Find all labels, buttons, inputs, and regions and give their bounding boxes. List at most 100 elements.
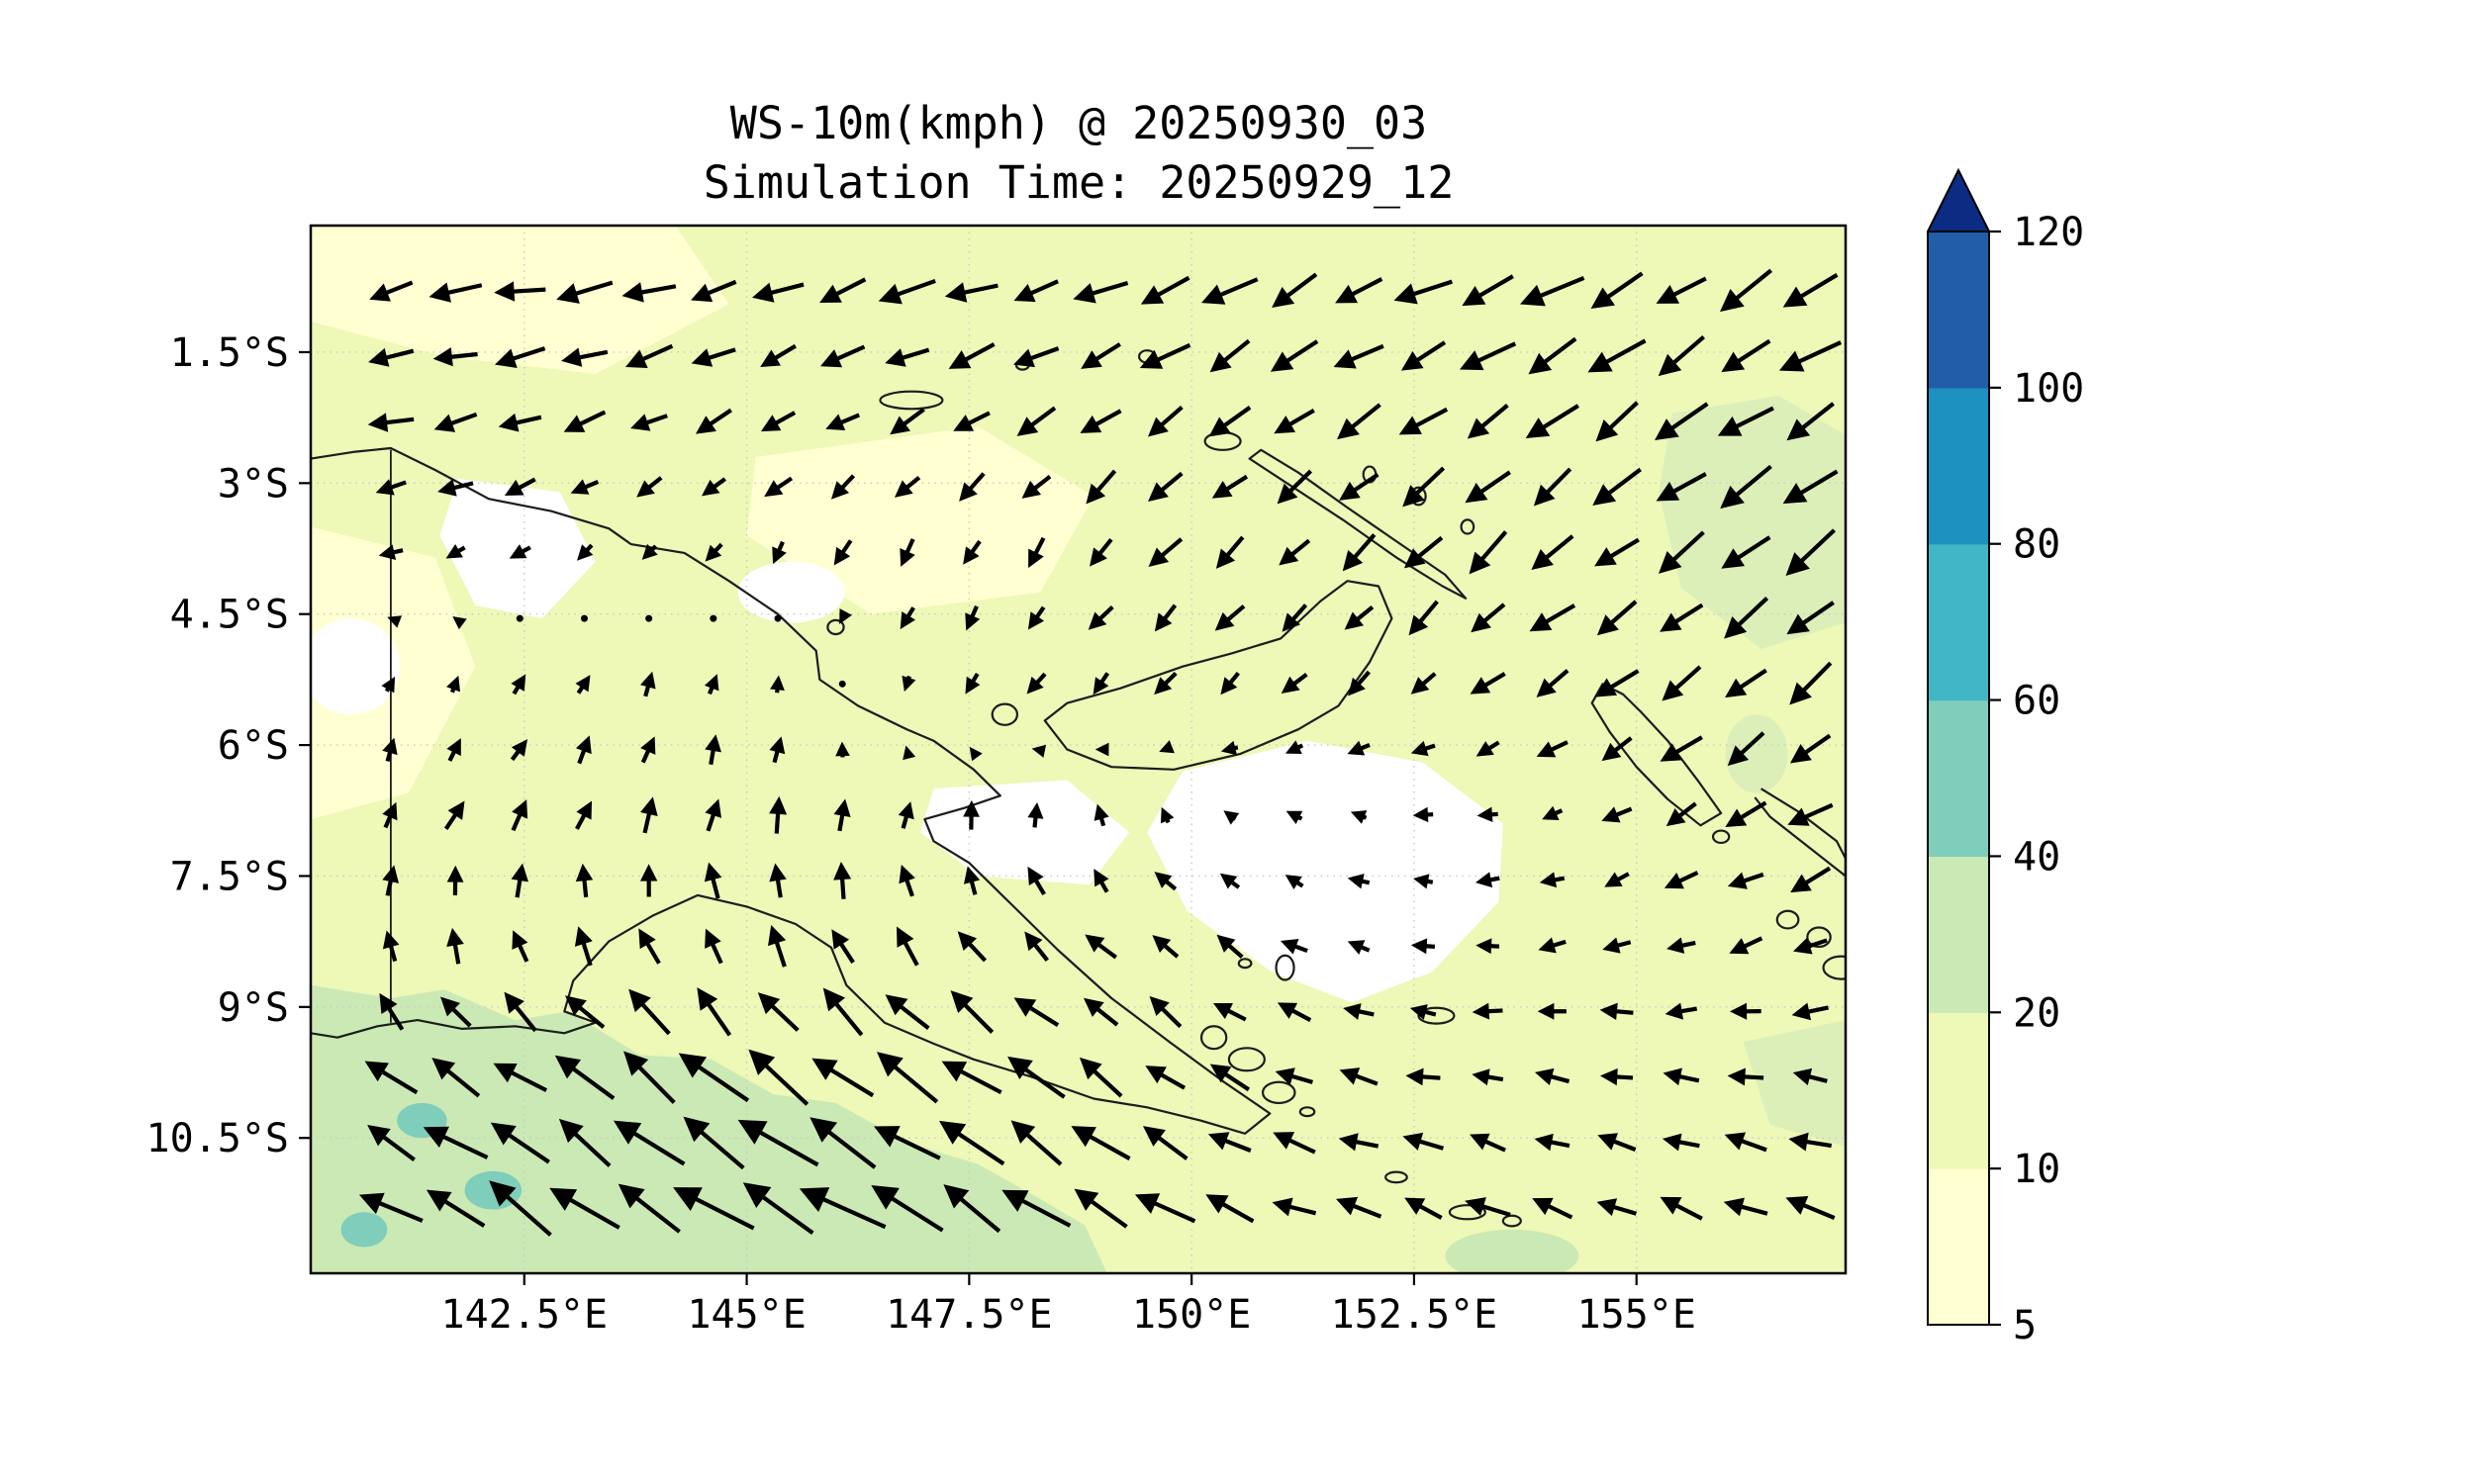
wind-arrow xyxy=(1413,874,1434,889)
map-layer xyxy=(311,226,1846,1273)
wind-arrow xyxy=(563,410,607,432)
x-tick-label: 145°E xyxy=(687,1292,806,1338)
wind-arrow xyxy=(1664,871,1699,889)
wind-arrow xyxy=(1073,281,1129,304)
colorbar-segment xyxy=(1928,699,1989,858)
wind-arrow xyxy=(1536,669,1570,697)
wind-arrow xyxy=(645,614,653,622)
wind-arrow xyxy=(443,800,465,830)
wind-arrow xyxy=(1730,1002,1761,1020)
wind-arrow xyxy=(809,1117,877,1169)
wind-arrow xyxy=(577,543,594,561)
x-tick-label: 155°E xyxy=(1576,1292,1695,1338)
wind-arrow xyxy=(623,1051,676,1104)
wind-arrow xyxy=(1212,1002,1247,1022)
wind-arrow xyxy=(1660,603,1704,632)
wind-arrow xyxy=(833,862,852,899)
x-tick-label: 147.5°E xyxy=(886,1292,1053,1338)
wind-arrow xyxy=(1219,873,1241,889)
wind-arrow xyxy=(565,995,606,1029)
island-umboi xyxy=(991,702,1019,726)
colorbar-outline xyxy=(1927,167,1990,1326)
wind-arrow xyxy=(760,343,797,368)
wind-arrow xyxy=(378,544,404,560)
colorbar-segment xyxy=(1928,1168,1989,1326)
wind-arrow xyxy=(1207,1132,1252,1153)
wind-arrow xyxy=(1085,934,1117,960)
wind-arrow xyxy=(890,408,925,435)
wind-speed-region-light-band-topleft xyxy=(311,226,729,374)
wind-arrow xyxy=(1660,735,1703,762)
wind-arrow xyxy=(1220,740,1239,756)
plot-frame xyxy=(309,224,1848,1275)
wind-arrow xyxy=(1142,1126,1189,1160)
figure-title: WS-10m(kmph) @ 20250930_03 xyxy=(729,97,1428,149)
wind-arrow xyxy=(691,279,737,303)
x-tick-label: 142.5°E xyxy=(441,1292,609,1338)
wind-arrow xyxy=(1215,535,1245,569)
wind-arrow xyxy=(1528,336,1577,375)
wind-arrow xyxy=(1531,534,1574,571)
wind-arrow xyxy=(1787,802,1834,826)
wind-arrow xyxy=(705,542,723,562)
wind-arrow xyxy=(950,990,995,1034)
wind-arrow xyxy=(1782,469,1839,505)
wind-arrow xyxy=(748,1049,809,1106)
wind-arrow xyxy=(831,929,855,965)
wind-arrow xyxy=(1727,872,1764,889)
graticule xyxy=(311,226,1846,1273)
wind-arrow xyxy=(898,801,914,829)
figure-subtitle: Simulation Time: 20250929_12 xyxy=(703,156,1455,209)
wind-arrow xyxy=(1148,537,1184,568)
wind-arrow xyxy=(1725,668,1767,698)
wind-arrow xyxy=(1279,538,1311,566)
wind-arrow xyxy=(1400,340,1447,371)
wind-arrow xyxy=(1347,940,1371,955)
wind-arrow xyxy=(431,1058,481,1098)
wind-arrow xyxy=(1475,938,1500,955)
wind-arrow xyxy=(554,1055,616,1100)
wind-arrow xyxy=(1789,733,1832,764)
wind-arrow xyxy=(885,347,930,367)
wind-arrow xyxy=(1159,740,1175,754)
wind-arrow xyxy=(1272,272,1318,309)
wind-arrow xyxy=(1333,343,1384,369)
wind-arrow xyxy=(1273,1132,1316,1155)
wind-arrow xyxy=(1658,530,1705,574)
wind-arrow xyxy=(897,926,919,967)
wind-arrow xyxy=(1604,872,1630,887)
wind-arrow xyxy=(1402,1132,1445,1151)
wind-arrow xyxy=(1475,740,1500,757)
wind-arrow xyxy=(1533,467,1572,507)
y-tick-label: 7.5°S xyxy=(170,854,289,899)
wind-arrow xyxy=(618,1183,681,1234)
wind-arrow xyxy=(1274,409,1315,434)
wind-arrow xyxy=(1393,279,1453,305)
wind-arrow xyxy=(1596,1198,1637,1217)
wind-arrow xyxy=(948,342,996,369)
wind-arrow xyxy=(959,472,986,502)
wind-arrow xyxy=(757,992,800,1032)
wind-arrow xyxy=(1031,744,1047,758)
wind-arrow xyxy=(1654,402,1709,441)
wind-speed-region-green-patch-south xyxy=(1445,1229,1579,1273)
wind-arrow xyxy=(683,1116,745,1170)
wind-arrow xyxy=(1721,338,1771,373)
wind-arrow xyxy=(1010,1120,1063,1166)
island-kolombangara xyxy=(1806,926,1832,949)
wind-arrow xyxy=(1027,866,1046,896)
wind-arrow xyxy=(704,862,722,899)
wind-arrow xyxy=(1529,603,1576,632)
wind-arrow xyxy=(504,477,536,496)
wind-arrow xyxy=(1275,1067,1313,1085)
wind-arrow xyxy=(1139,342,1191,369)
wind-arrow xyxy=(1013,997,1060,1027)
colorbar-over-arrow xyxy=(1928,170,1989,232)
y-tick-label: 1.5°S xyxy=(170,330,289,376)
wind-arrow xyxy=(1090,537,1113,567)
wind-arrow xyxy=(969,746,983,762)
wind-arrow xyxy=(1782,272,1839,308)
x-tick-label: 150°E xyxy=(1132,1292,1251,1338)
wind-arrow xyxy=(1786,402,1835,441)
